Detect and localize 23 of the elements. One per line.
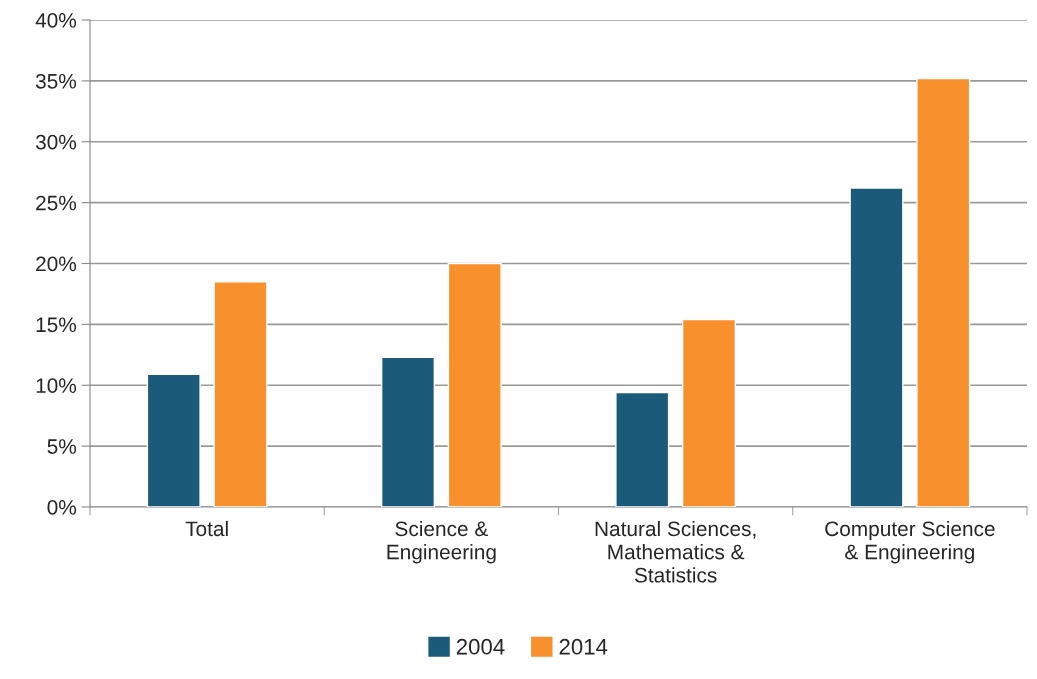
y-tick-label: 0% [47,500,77,515]
y-tick-label: 20% [36,256,77,272]
x-tick-label: Science & Engineering [387,520,496,564]
bar [615,391,670,507]
legend-label: 2014 [559,638,608,655]
y-tick-label: 35% [35,73,77,89]
bar [916,77,971,507]
y-tick-label: 5% [47,439,77,454]
bar [146,373,201,507]
y-tick-label: 30% [35,134,77,150]
y-tick-label: 10% [36,378,77,393]
bar [213,281,268,507]
bar [447,262,502,507]
legend-label: 2004 [456,638,505,655]
bar [380,356,436,507]
bar [849,187,904,507]
x-tick-label: Natural Sciences, Mathematics & Statistics [595,520,756,583]
y-tick-label: 25% [36,195,77,211]
y-tick-label: 40% [35,13,77,28]
y-tick-label: 15% [36,317,77,333]
bar [681,318,737,507]
x-tick-label: Computer Science & Engineering [825,520,995,564]
x-tick-label: Total [185,520,228,537]
